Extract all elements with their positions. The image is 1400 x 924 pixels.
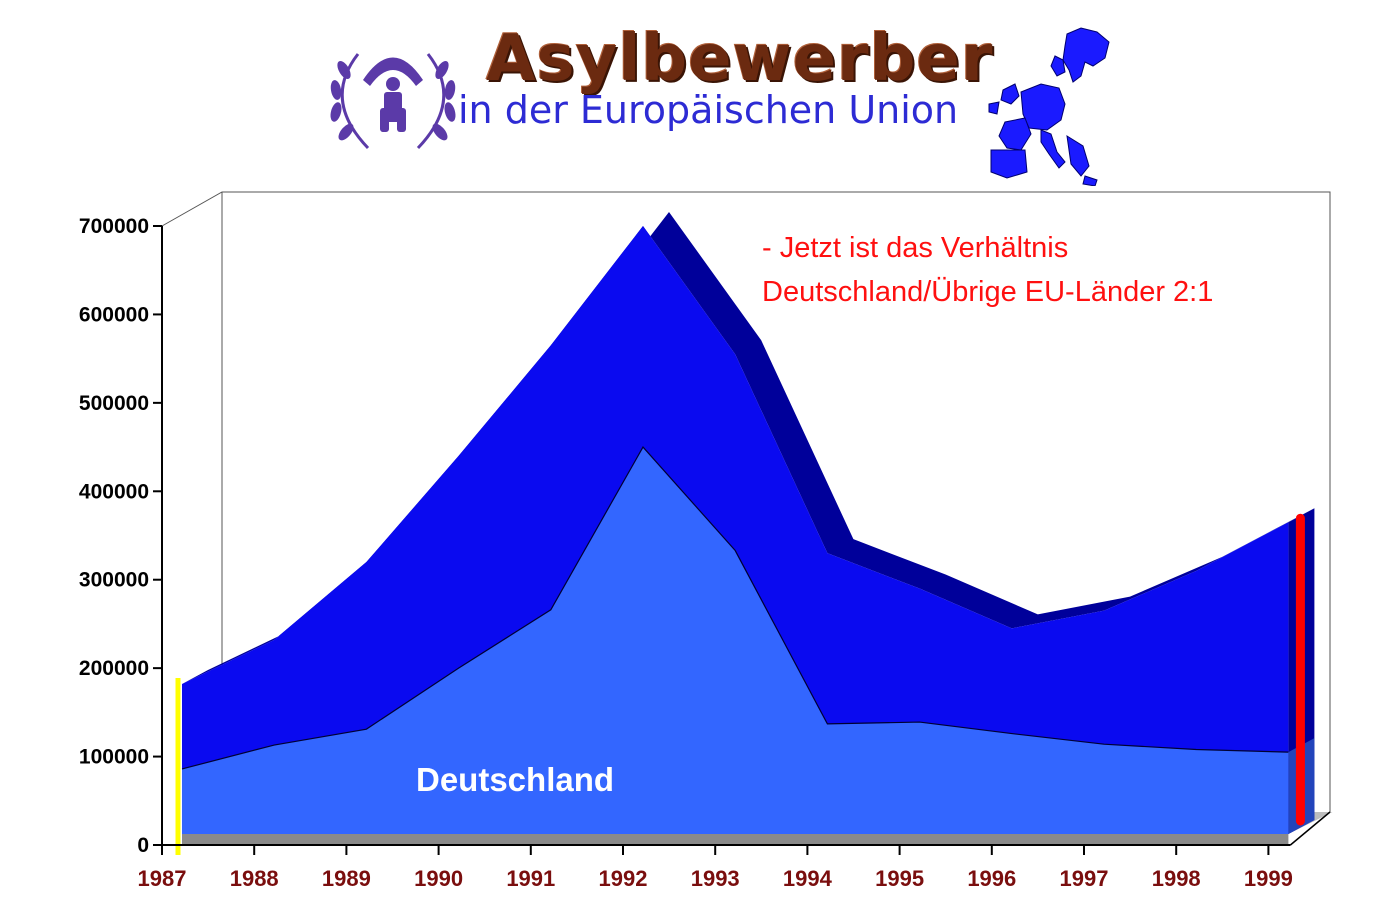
x-tick-label: 1988 xyxy=(230,866,279,891)
page-subtitle: in der Europäischen Union xyxy=(458,88,959,132)
page-title: Asylbewerber xyxy=(486,22,994,96)
y-tick-label: 100000 xyxy=(79,746,149,769)
x-tick-label: 1991 xyxy=(506,866,555,891)
eu-map-icon xyxy=(988,27,1110,186)
x-tick-label: 1995 xyxy=(875,866,924,891)
y-tick-label: 0 xyxy=(137,834,149,857)
y-tick-label: 700000 xyxy=(79,215,149,238)
x-tick-label: 1997 xyxy=(1060,866,1109,891)
back-wall-outline xyxy=(161,191,1331,812)
x-tick-label: 1996 xyxy=(967,866,1016,891)
y-tick-label: 200000 xyxy=(79,657,149,680)
annotation-line-2: Deutschland/Übrige EU-Länder 2:1 xyxy=(762,276,1213,308)
series-label-deutschland: Deutschland xyxy=(416,761,614,798)
y-tick-label: 300000 xyxy=(79,569,149,592)
x-tick-label: 1993 xyxy=(691,866,740,891)
y-tick-label: 400000 xyxy=(79,480,149,503)
y-tick-label: 600000 xyxy=(79,303,149,326)
y-tick-label: 500000 xyxy=(79,392,149,415)
x-tick-label: 1992 xyxy=(599,866,648,891)
x-tick-label: 1990 xyxy=(414,866,463,891)
x-tick-label: 1987 xyxy=(138,866,187,891)
x-tick-label: 1994 xyxy=(783,866,833,891)
x-tick-label: 1998 xyxy=(1152,866,1201,891)
unhcr-logo-icon xyxy=(330,53,456,150)
x-axis-depth-line xyxy=(1289,811,1331,846)
line-deutschland xyxy=(181,446,1289,770)
annotation-line-1: - Jetzt ist das Verhältnis xyxy=(762,232,1068,264)
chart-floor-front xyxy=(182,834,1289,845)
area-deutschland xyxy=(182,447,1289,834)
x-tick-label: 1989 xyxy=(322,866,371,891)
x-tick-label: 1999 xyxy=(1244,866,1293,891)
header: Asylbewerber in der Europäischen Union xyxy=(0,0,1400,190)
